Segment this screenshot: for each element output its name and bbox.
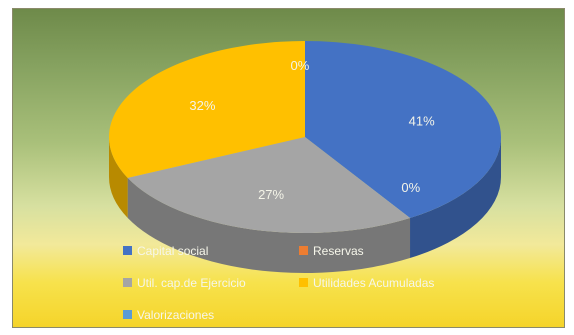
pie-slice-2 bbox=[127, 137, 411, 234]
legend-swatch-1 bbox=[299, 246, 308, 255]
pie-slice-side-0 bbox=[410, 137, 501, 259]
data-label-2: 27% bbox=[258, 187, 284, 202]
pie-chart: 41% 0% 27% 32% 0% Capital social Reservas Util… bbox=[108, 41, 502, 322]
pie-slice-0 bbox=[305, 41, 502, 219]
legend-swatch-2 bbox=[123, 278, 132, 287]
legend-swatch-3 bbox=[299, 278, 308, 287]
legend-label-3: Utilidades Acumuladas bbox=[313, 276, 434, 290]
legend-item-4: Valorizaciones bbox=[123, 308, 214, 322]
legend-label-4: Valorizaciones bbox=[137, 308, 214, 322]
legend-swatch-4 bbox=[123, 310, 132, 319]
legend-swatch-0 bbox=[123, 246, 132, 255]
legend-label-1: Reservas bbox=[313, 244, 364, 258]
legend-item-3: Utilidades Acumuladas bbox=[299, 276, 434, 290]
pie-slice-side-3 bbox=[109, 137, 128, 218]
chart-frame: 41% 0% 27% 32% 0% Capital social Reservas Util… bbox=[12, 8, 565, 328]
legend-item-1: Reservas bbox=[299, 244, 364, 258]
data-label-3: 32% bbox=[189, 98, 215, 113]
legend-item-2: Util. cap.de Ejercicio bbox=[123, 276, 246, 290]
data-label-4: 0% bbox=[290, 58, 309, 73]
legend-label-2: Util. cap.de Ejercicio bbox=[137, 276, 246, 290]
pie-slice-3 bbox=[108, 41, 306, 178]
data-label-1: 0% bbox=[401, 180, 420, 195]
data-label-0: 41% bbox=[409, 113, 435, 128]
legend-label-0: Capital social bbox=[137, 244, 208, 258]
legend-item-0: Capital social bbox=[123, 244, 208, 258]
pie-slice-side-2 bbox=[127, 177, 411, 274]
